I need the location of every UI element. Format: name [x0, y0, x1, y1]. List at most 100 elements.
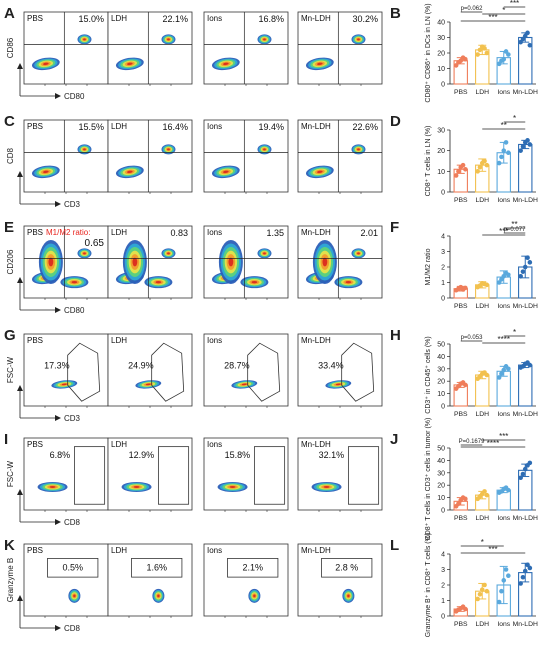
flow-y-label: Granzyme B: [6, 558, 15, 602]
significance-label: ****: [487, 439, 499, 448]
arrowhead: [17, 63, 23, 69]
flow-panel-mn-ldh: Mn-LDH 22.6%: [297, 119, 383, 194]
flow-x-label: CD8: [64, 518, 81, 527]
y-tick-label: 0: [441, 82, 445, 89]
data-point: [518, 475, 523, 481]
flow-row-A: A CD86 CD80 PBS 15.0% LDH 22.1% Ions 16.8% Mn-LDH…: [4, 5, 383, 101]
gate-value: 32.1%: [319, 450, 345, 460]
y-tick-label: 40: [437, 354, 445, 361]
gate-value: 16.4%: [162, 122, 188, 132]
significance-label: P=0.1679: [459, 439, 486, 445]
panel-letter: L: [390, 537, 399, 554]
panel-letter: F: [390, 219, 399, 236]
flow-panel-mn-ldh: Mn-LDH 2.8 %: [297, 543, 383, 618]
category-label: PBS: [454, 197, 468, 204]
plot-frame: [297, 119, 383, 193]
data-point: [518, 581, 523, 586]
density-contour: [317, 170, 323, 174]
significance-label: ***: [510, 0, 519, 8]
density-contour: [345, 280, 352, 284]
category-label: Ions: [497, 621, 510, 628]
data-point: [527, 362, 533, 368]
density-contour: [223, 170, 229, 174]
category-label: PBS: [454, 515, 468, 522]
data-point: [503, 140, 509, 145]
gate-rect: [47, 558, 99, 578]
gate-value: 15.0%: [78, 14, 104, 24]
density-contour: [127, 170, 133, 174]
gate-value: 2.1%: [242, 563, 263, 573]
flow-panel-ions: Ions 16.8%: [203, 11, 289, 86]
flow-x-label: CD3: [64, 200, 81, 209]
arrowhead: [17, 277, 23, 283]
y-tick-label: 0: [441, 190, 445, 197]
data-point: [499, 588, 504, 594]
category-label: Mn-LDH: [513, 411, 538, 418]
y-tick-label: 40: [437, 20, 445, 27]
group-label: PBS: [27, 546, 43, 555]
flow-y-label: FSC-W: [6, 356, 15, 383]
flow-x-label: CD80: [64, 306, 85, 315]
flow-panel-ions: Ions 2.1%: [203, 543, 289, 618]
category-label: Mn-LDH: [513, 621, 538, 628]
y-tick-label: 30: [437, 470, 445, 477]
y-tick-label: 3: [441, 249, 445, 256]
density-contour: [322, 257, 328, 267]
gate-polygon: [67, 342, 101, 402]
panel-letter: C: [4, 113, 15, 130]
flow-panel-pbs: PBS 6.8%: [23, 437, 109, 512]
density-contour: [357, 148, 360, 151]
data-point: [484, 162, 490, 168]
panel-letter: I: [4, 431, 8, 448]
bar-chart-L: L 0 1 2 3 4 Granzyme B⁺ in CD8⁺ T cells (%) PBS…: [390, 533, 538, 637]
category-label: PBS: [454, 303, 468, 310]
data-point: [484, 588, 490, 594]
data-point: [463, 56, 468, 62]
gate-value: 0.65: [85, 238, 105, 249]
gate-rect: [321, 558, 373, 578]
group-label: LDH: [111, 440, 127, 449]
density-contour: [241, 383, 247, 386]
plot-frame: [107, 543, 193, 617]
category-label: PBS: [454, 411, 468, 418]
bar-chart-J: J 0 10 20 30 40 50 CD8⁺ T cells in CD3⁺ cells i…: [390, 418, 538, 541]
flow-row-K: K Granzyme B CD8 PBS 0.5% LDH 1.6% Ions 2.1% Mn-L…: [4, 537, 383, 633]
category-label: Ions: [497, 303, 510, 310]
density-contour: [145, 383, 151, 386]
group-label: PBS: [27, 440, 43, 449]
data-point: [506, 150, 511, 156]
flow-x-label: CD8: [64, 624, 81, 633]
group-label: LDH: [111, 336, 127, 345]
density-contour: [61, 383, 67, 386]
y-tick-label: 0: [441, 614, 445, 621]
data-point: [506, 487, 511, 493]
density-contour: [253, 594, 256, 598]
flow-panel-ldh: LDH 16.4%: [107, 119, 193, 194]
significance-label: ***: [499, 227, 508, 236]
flow-row-C: C CD8 CD3 PBS 15.5% LDH 16.4% Ions 19.4% Mn-LDH 22…: [4, 113, 383, 209]
group-label: Mn-LDH: [301, 14, 331, 23]
y-tick-label: 30: [437, 35, 445, 42]
gate-value: 2.01: [360, 228, 378, 238]
panel-letter: H: [390, 327, 401, 344]
category-label: LDH: [475, 411, 489, 418]
gate-value: 0.83: [170, 228, 188, 238]
category-label: LDH: [475, 515, 489, 522]
density-contour: [71, 280, 78, 284]
density-contour: [83, 38, 86, 41]
y-tick-label: 10: [437, 66, 445, 73]
data-point: [475, 169, 480, 174]
gate-value: 16.8%: [258, 14, 284, 24]
significance-label: p=0.062: [461, 6, 484, 12]
flow-panel-ldh: LDH 0.83: [107, 225, 193, 300]
flow-y-label: CD86: [6, 37, 15, 58]
y-tick-label: 3: [441, 567, 445, 574]
density-contour: [263, 38, 266, 41]
density-contour: [133, 485, 140, 488]
flow-panel-pbs: PBS 15.5%: [23, 119, 109, 194]
data-point: [503, 567, 509, 572]
y-tick-label: 2: [441, 265, 445, 272]
plot-frame: [23, 437, 109, 511]
data-point: [456, 169, 461, 174]
category-label: LDH: [475, 621, 489, 628]
